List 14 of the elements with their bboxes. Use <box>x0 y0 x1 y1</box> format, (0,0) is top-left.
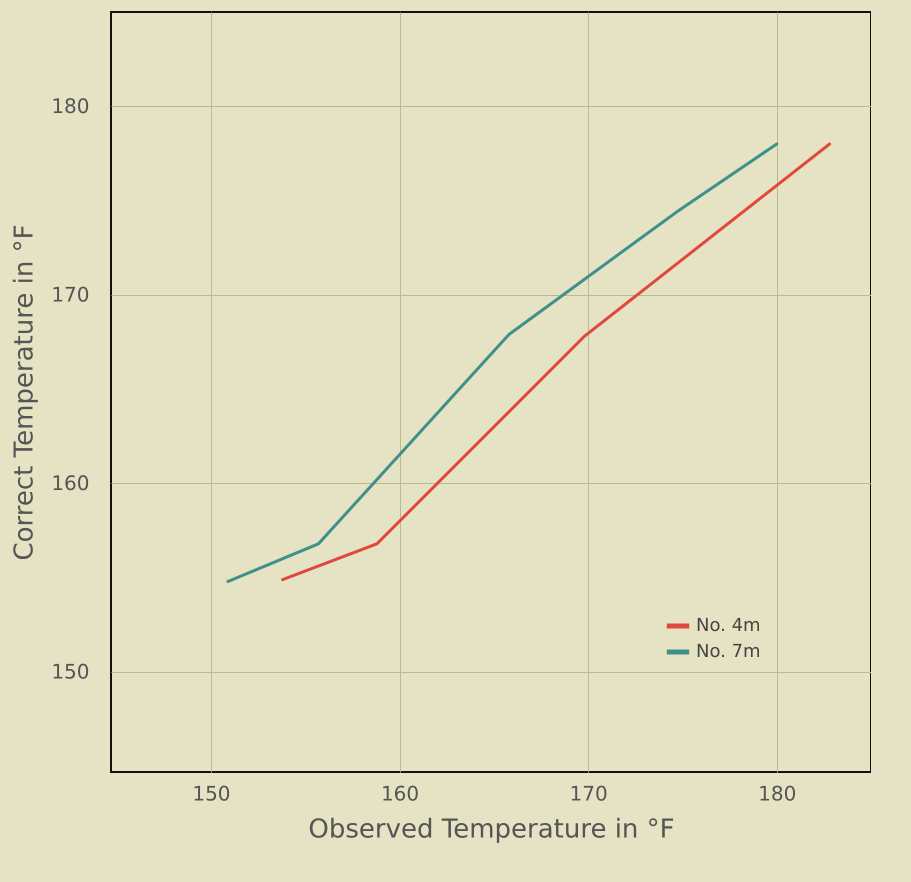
y-tick-label: 160 <box>51 470 90 495</box>
line-series <box>281 142 832 582</box>
y-tick-label: 170 <box>51 282 90 306</box>
y-tick-label: 180 <box>51 94 90 118</box>
y-tick-label: 150 <box>51 660 90 684</box>
x-axis-title: Observed Temperature in °F <box>308 814 675 844</box>
x-tick-label: 160 <box>380 782 420 806</box>
x-tick-label: 150 <box>192 782 231 806</box>
x-tick-label: 180 <box>758 782 796 806</box>
legend-label: No. 4m <box>696 615 761 636</box>
x-tick-label: 170 <box>570 782 608 806</box>
line-series <box>226 142 778 584</box>
legend-label: No. 7m <box>696 641 761 662</box>
y-axis-title: Correct Temperature in °F <box>9 224 40 561</box>
